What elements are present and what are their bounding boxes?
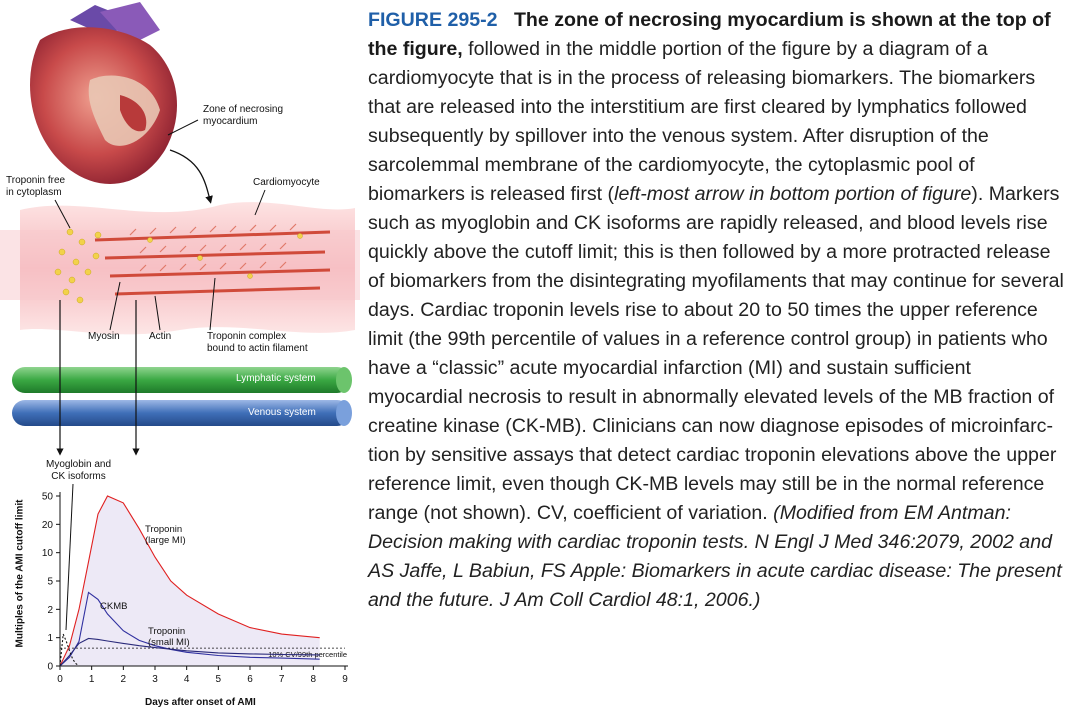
x-tick-label: 7 xyxy=(279,674,285,685)
granule xyxy=(76,296,84,304)
label-cardiomyocyte: Cardiomyocyte xyxy=(253,177,320,188)
troponin-granules xyxy=(54,228,303,304)
y-tick-label: 50 xyxy=(42,492,54,503)
x-tick-label: 1 xyxy=(89,674,95,685)
y-tick-label: 10 xyxy=(42,548,54,559)
myosin-heads-row-1 xyxy=(129,223,297,236)
zone-leader-line xyxy=(167,119,199,136)
x-tick-label: 4 xyxy=(184,674,190,685)
myofilament-4 xyxy=(114,286,321,296)
label-myosin: Myosin xyxy=(88,331,120,342)
label-actin: Actin xyxy=(149,331,172,342)
venous-pipe-end xyxy=(336,400,352,426)
necrosis-zone xyxy=(120,95,147,132)
myoglobin-leader xyxy=(65,483,74,631)
label-myoglobin: Myoglobin and CK isoforms xyxy=(46,459,112,482)
venous-pipe xyxy=(12,400,350,426)
series-label-troponin-small: Troponin (small MI) xyxy=(148,626,190,648)
granule xyxy=(68,276,76,284)
granule xyxy=(54,268,62,276)
myosin-heads-row-3 xyxy=(139,261,287,272)
heart-arrow xyxy=(169,149,213,204)
pulmonary-artery xyxy=(100,2,160,45)
x-tick-label: 6 xyxy=(247,674,253,685)
label-troponin-free: Troponin free in cytoplasm xyxy=(6,175,66,198)
series-label-troponin-large: Troponin (large MI) xyxy=(145,524,186,546)
label-zone: Zone of necrosing myocardium xyxy=(203,104,284,127)
troponin-complex-leader xyxy=(209,277,216,331)
granule xyxy=(58,248,66,256)
figure-caption: FIGURE 295-2 The zone of necrosing myoca… xyxy=(368,6,1071,615)
figure-number: FIGURE 295-2 xyxy=(368,9,498,31)
cardiomyocyte-diagram xyxy=(0,202,360,335)
caption-text-2: ). Markers such as myoglobin and CK isof… xyxy=(368,183,1064,524)
y-tick-label: 20 xyxy=(42,520,54,531)
chart-ylabel: Multiples of the AMI cutoff limit xyxy=(14,499,26,648)
granule xyxy=(94,231,102,239)
myofilament-3 xyxy=(109,268,331,278)
tissue-glow xyxy=(0,230,360,300)
granule xyxy=(147,237,153,243)
x-tick-label: 3 xyxy=(152,674,158,685)
chart-xlabel: Days after onset of AMI xyxy=(145,697,256,708)
y-tick-label: 0 xyxy=(47,662,53,673)
area-troponin-large xyxy=(60,496,320,666)
figure-panel: 0 1 2 5 10 20 50 0 1 2 3 4 5 6 7 8 9 10% CV/99th percenti… xyxy=(0,0,360,714)
line-troponin-small xyxy=(59,637,320,667)
label-venous: Venous system xyxy=(248,407,316,418)
label-troponin-complex: Troponin complex bound to actin filament xyxy=(207,331,308,354)
x-tick-label: 8 xyxy=(311,674,317,685)
granule xyxy=(66,228,74,236)
myosin-heads-row-2 xyxy=(139,242,287,254)
granule xyxy=(62,288,70,296)
actin-leader xyxy=(154,295,161,331)
granule xyxy=(297,233,303,239)
granule xyxy=(84,268,92,276)
granule xyxy=(92,252,100,260)
cardiomyocyte-leader xyxy=(254,189,266,216)
y-tick-label: 1 xyxy=(47,633,53,644)
y-tick-label: 5 xyxy=(47,577,53,588)
caption-source: (Modified from EM Antman: Decision makin… xyxy=(368,502,1062,611)
x-tick-label: 0 xyxy=(57,674,63,685)
figure-title: The zone of necrosing myocardium is show… xyxy=(368,9,1051,60)
line-troponin-large xyxy=(59,495,320,667)
label-lymphatic: Lymphatic system xyxy=(236,373,316,384)
caption-text-1: followed in the middle portion of the fi… xyxy=(368,38,1036,205)
heart-illustration xyxy=(30,2,177,184)
lymphatic-pipe-end xyxy=(336,367,352,393)
myofilament-1 xyxy=(94,230,331,242)
line-myoglobin xyxy=(59,633,80,667)
y-tick-label: 2 xyxy=(47,605,53,616)
myofilament-2 xyxy=(104,250,326,260)
x-tick-label: 9 xyxy=(342,674,348,685)
caption-italic-1: left-most arrow in bottom portion of fig… xyxy=(614,183,972,205)
line-ckmb xyxy=(59,591,320,667)
myosin-heads xyxy=(129,223,297,272)
myofilaments xyxy=(94,230,331,296)
granule xyxy=(72,258,80,266)
x-tick-label: 2 xyxy=(121,674,127,685)
x-tick-label: 5 xyxy=(216,674,222,685)
lymphatic-pipe xyxy=(12,367,350,393)
troponin-free-leader xyxy=(54,199,71,229)
myosin-leader xyxy=(109,281,121,331)
granule xyxy=(197,255,203,261)
granule xyxy=(78,238,86,246)
granule xyxy=(247,273,253,279)
series-label-ckmb: CKMB xyxy=(100,601,127,612)
